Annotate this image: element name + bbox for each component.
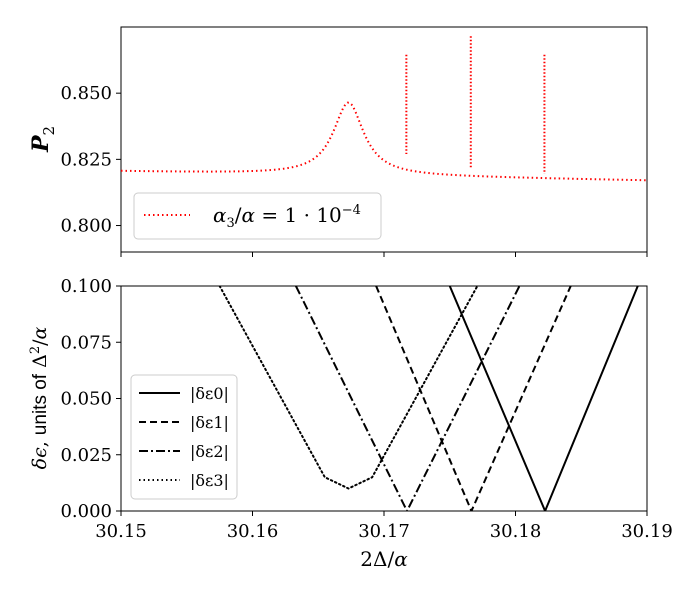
bottom-legend-label: |δε2| [190, 442, 229, 461]
bottom-x-tick-label: 30.16 [227, 521, 279, 542]
bottom-series-1-line [375, 286, 572, 511]
bottom-legend-label: |δε3| [190, 471, 229, 490]
top-legend-box [133, 192, 382, 240]
top-panel: 0.800 0.825 0.850 P2 α3/α = 1 · 10−4 [28, 26, 648, 257]
bottom-series-0-line [448, 286, 639, 511]
bottom-x-ticks: 30.15 30.16 30.17 30.18 30.19 [95, 511, 673, 542]
bottom-x-tick-label: 30.17 [358, 521, 410, 542]
bottom-y-tick-label: 0.050 [60, 389, 112, 410]
bottom-x-tick-label: 30.19 [621, 521, 673, 542]
bottom-y-tick-label: 0.025 [60, 445, 112, 466]
top-y-tick-label: 0.850 [60, 83, 112, 104]
bottom-y-tick-label: 0.075 [60, 332, 112, 353]
bottom-y-ticks: 0.000 0.025 0.050 0.075 0.100 [60, 276, 121, 522]
bottom-y-axis-label: δϵ, units of Δ2/α [28, 326, 51, 469]
bottom-legend-box [130, 374, 238, 500]
bottom-x-tick-label: 30.18 [490, 521, 542, 542]
bottom-legend: |δε0| |δε1| |δε2| |δε3| [130, 374, 238, 500]
top-series-curve [121, 101, 647, 182]
top-y-tick-label: 0.800 [60, 216, 112, 237]
bottom-legend-label: |δε1| [190, 413, 229, 432]
bottom-y-tick-label: 0.100 [60, 276, 112, 297]
bottom-x-tick-label: 30.15 [95, 521, 147, 542]
top-legend: α3/α = 1 · 10−4 [133, 192, 382, 240]
top-y-tick-label: 0.825 [60, 149, 112, 170]
bottom-series-3-line [218, 286, 479, 490]
bottom-legend-label: |δε0| [190, 384, 229, 403]
bottom-y-tick-label: 0.000 [60, 501, 112, 522]
top-series-layer [121, 36, 647, 182]
top-legend-label: α3/α = 1 · 10−4 [213, 203, 361, 231]
top-y-axis-label: P2 [28, 126, 58, 153]
bottom-x-axis-label: 2Δ/α [360, 547, 408, 571]
bottom-series-layer [218, 286, 639, 511]
top-y-ticks: 0.800 0.825 0.850 [60, 83, 648, 257]
bottom-legend-items: |δε0| |δε1| |δε2| |δε3| [139, 384, 229, 490]
